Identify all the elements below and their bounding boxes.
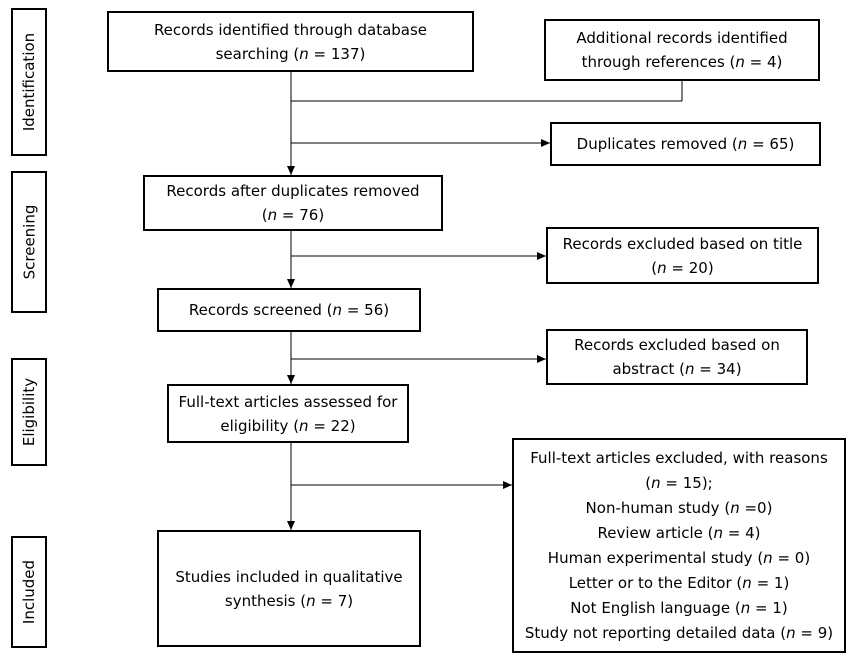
fulltext-excluded-header: Full-text articles excluded, with reason… [530, 448, 828, 467]
n-symbol: n [735, 53, 745, 71]
n-symbol: n [684, 360, 695, 378]
box-database-search-line2: searching (n = 137) [215, 44, 366, 63]
reason-not-english: Not English language (n = 1) [570, 598, 788, 617]
box-additional-records: Additional records identified through re… [544, 19, 820, 81]
n-symbol: n [651, 473, 661, 492]
box-after-duplicates-line2: (n = 76) [261, 206, 325, 224]
stage-eligibility: Eligibility [11, 358, 47, 466]
n-symbol: n [267, 206, 278, 224]
box-fulltext-assessed-line2: eligibility (n = 22) [220, 416, 356, 435]
n-symbol: n [299, 416, 309, 435]
box-included-studies-line1: Studies included in qualitative [175, 567, 403, 586]
n-symbol: n [786, 623, 796, 642]
box-additional-records-line1: Additional records identified [576, 29, 788, 47]
box-excluded-abstract-line2: abstract (n = 34) [612, 360, 742, 378]
n-symbol: n [299, 44, 309, 63]
box-excluded-abstract-line1: Records excluded based on [574, 336, 780, 354]
box-after-duplicates: Records after duplicates removed (n = 76… [143, 175, 443, 231]
n-symbol: n [740, 598, 751, 617]
stage-screening: Screening [11, 171, 47, 313]
n-symbol: n [737, 135, 748, 153]
n-symbol: n [306, 591, 316, 610]
box-included-studies-line2: synthesis (n = 7) [224, 591, 354, 610]
stage-identification: Identification [11, 8, 47, 156]
box-database-search-line1: Records identified through database [153, 20, 428, 39]
box-excluded-abstract: Records excluded based on abstract (n = … [546, 329, 808, 385]
n-symbol: n [730, 498, 740, 517]
box-duplicates-removed: Duplicates removed (n = 65) [550, 122, 821, 166]
reason-review-article: Review article (n = 4) [597, 523, 761, 542]
box-excluded-title: Records excluded based on title (n = 20) [546, 227, 819, 284]
box-fulltext-assessed: Full-text articles assessed for eligibil… [167, 384, 409, 443]
reason-non-human-study: Non-human study (n =0) [585, 498, 773, 517]
n-symbol: n [742, 573, 752, 592]
stage-included: Included [11, 536, 47, 648]
box-after-duplicates-line1: Records after duplicates removed [166, 182, 420, 200]
reason-no-detailed-data: Study not reporting detailed data (n = 9… [524, 623, 834, 642]
n-symbol: n [713, 523, 723, 542]
n-symbol: n [332, 301, 343, 319]
box-database-search: Records identified through database sear… [107, 11, 474, 72]
box-excluded-title-line1: Records excluded based on title [562, 234, 803, 253]
box-included-studies: Studies included in qualitative synthesi… [157, 530, 421, 647]
box-excluded-title-line2: (n = 20) [651, 258, 714, 277]
n-symbol: n [657, 258, 667, 277]
box-records-screened: Records screened (n = 56) [157, 288, 421, 332]
box-additional-records-line2: through references (n = 4) [581, 53, 783, 71]
box-records-screened-line1: Records screened (n = 56) [188, 301, 390, 319]
box-fulltext-excluded: Full-text articles excluded, with reason… [512, 438, 846, 653]
n-symbol: n [763, 548, 773, 567]
reason-letter-to-editor: Letter or to the Editor (n = 1) [568, 573, 790, 592]
reason-human-experimental-study: Human experimental study (n = 0) [547, 548, 811, 567]
fulltext-excluded-count: (n = 15); [645, 473, 713, 492]
box-duplicates-removed-line1: Duplicates removed (n = 65) [576, 135, 795, 153]
box-fulltext-assessed-line1: Full-text articles assessed for [178, 392, 398, 411]
